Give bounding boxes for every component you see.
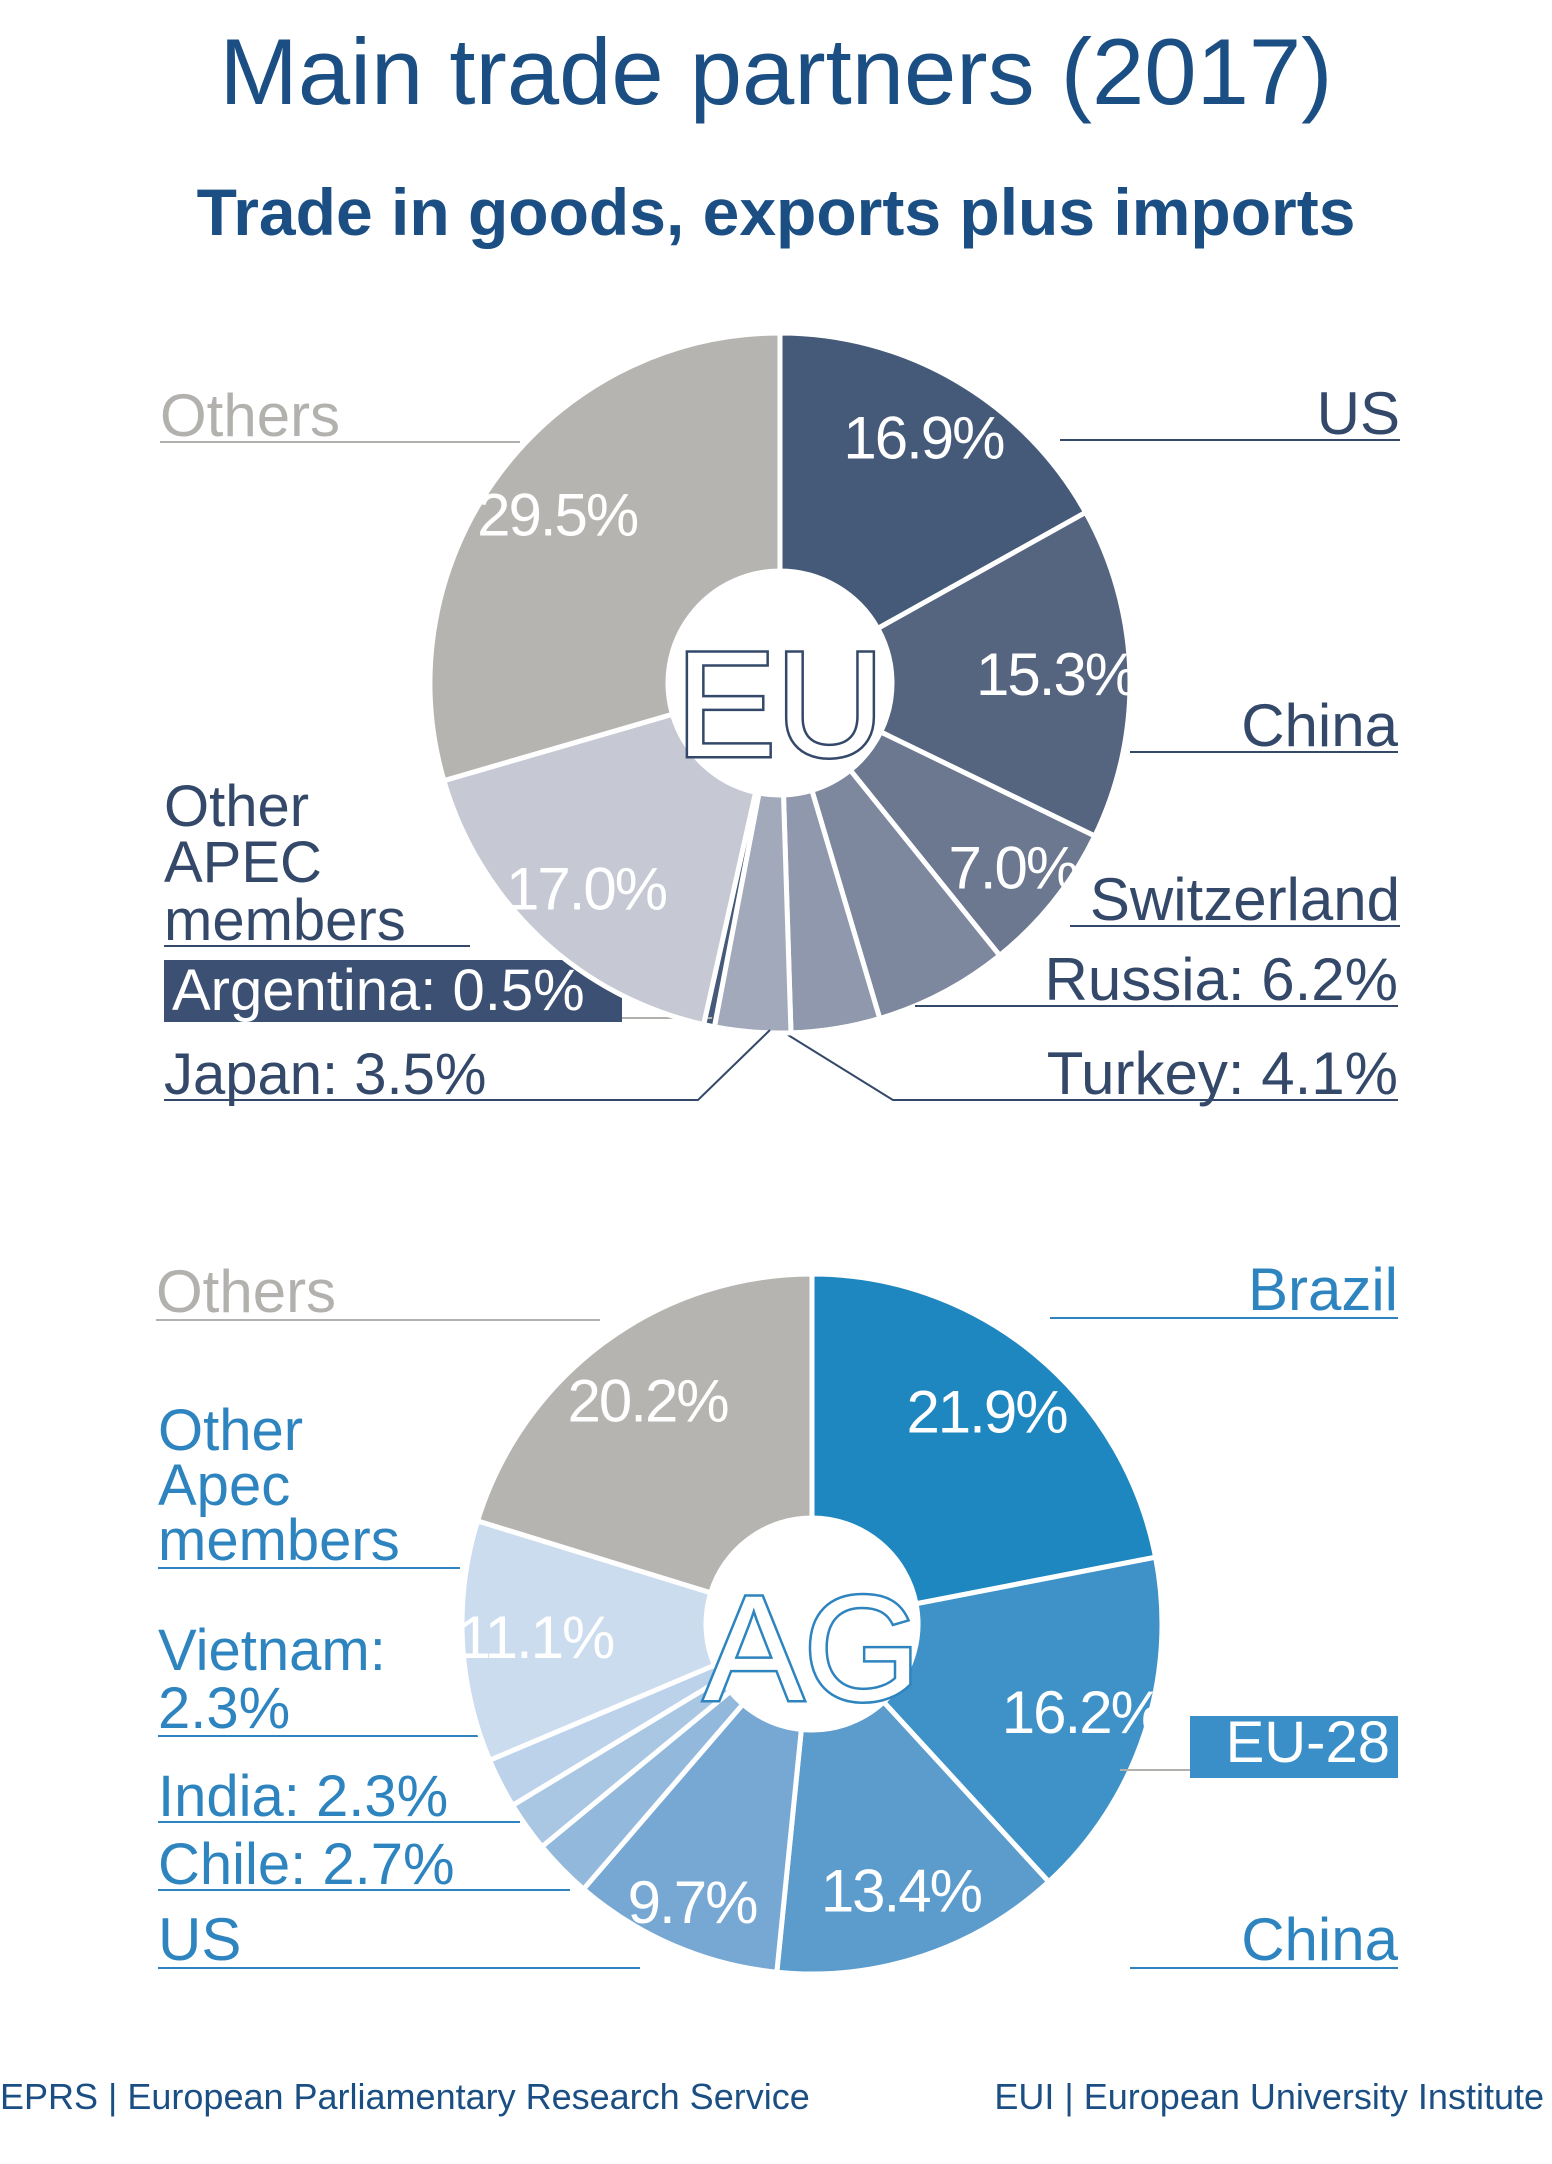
eu-category-label-argentina-0-5: Argentina: 0.5% bbox=[172, 958, 585, 1023]
ag-category-label-eu-28: EU-28 bbox=[1226, 1710, 1390, 1775]
eu-value-label-others: 29.5% bbox=[477, 482, 638, 549]
eu-category-label-other-apec-members: Other bbox=[164, 774, 309, 839]
eu-value-label-switzerland: 7.0% bbox=[948, 834, 1077, 901]
eu-label-highlight-argentina-0-5 bbox=[164, 960, 622, 1022]
ag-center-label: AG bbox=[704, 1564, 921, 1732]
eu-slice-china bbox=[874, 509, 1133, 840]
ag-slice-us bbox=[579, 1700, 805, 1975]
eu-leader-line-turkey-4-1 bbox=[779, 1029, 1398, 1101]
ag-category-label-china: China bbox=[1241, 1906, 1398, 1973]
eu-slice-others bbox=[427, 330, 783, 784]
ag-label-highlight-eu-28 bbox=[1190, 1716, 1398, 1778]
ag-slice-other-apec-members bbox=[459, 1517, 718, 1764]
eu-category-label-turkey-4-1: Turkey: 4.1% bbox=[1047, 1040, 1398, 1107]
eu-category-label-other-apec-members: members bbox=[164, 888, 406, 953]
eu-leader-line-japan-3-5 bbox=[164, 1029, 771, 1101]
ag-category-label-brazil: Brazil bbox=[1248, 1256, 1398, 1323]
ag-category-label-other-apec-members: Other bbox=[158, 1398, 303, 1463]
eu-center-label: EU bbox=[676, 620, 884, 788]
ag-slice-china bbox=[774, 1698, 1053, 1977]
ag-slice-others bbox=[474, 1271, 815, 1596]
footer-source-eui: EUI | European University Institute bbox=[994, 2076, 1544, 2117]
ag-value-label-brazil: 21.9% bbox=[906, 1378, 1067, 1445]
ag-value-label-other-apec-members: 11.1% bbox=[458, 1604, 614, 1671]
ag-value-label-others: 20.2% bbox=[568, 1367, 729, 1434]
ag-value-label-eu-28: 16.2% bbox=[1002, 1679, 1163, 1746]
eu-category-label-others: Others bbox=[160, 382, 340, 449]
footer-source-eprs: EPRS | European Parliamentary Research S… bbox=[0, 2076, 810, 2117]
eu-category-label-japan-3-5: Japan: 3.5% bbox=[164, 1042, 486, 1107]
eu-category-label-russia-6-2: Russia: 6.2% bbox=[1045, 946, 1399, 1013]
ag-category-label-india-2-3: India: 2.3% bbox=[158, 1764, 448, 1829]
ag-category-label-others: Others bbox=[156, 1258, 336, 1325]
ag-slice-brazil bbox=[809, 1271, 1159, 1607]
ag-slice-eu-28 bbox=[880, 1554, 1165, 1886]
eu-slice-other-apec-members bbox=[440, 711, 759, 1028]
ag-category-label-us: US bbox=[158, 1906, 241, 1973]
eu-value-label-us: 16.9% bbox=[843, 405, 1004, 472]
eu-category-label-other-apec-members: APEC bbox=[164, 830, 322, 895]
eu-category-label-switzerland: Switzerland bbox=[1090, 866, 1400, 933]
ag-category-label-other-apec-members: Apec bbox=[158, 1453, 290, 1518]
ag-category-label-vietnam-2-3: Vietnam: bbox=[158, 1618, 386, 1683]
ag-category-label-other-apec-members: members bbox=[158, 1508, 400, 1573]
eu-category-label-us: US bbox=[1317, 380, 1400, 447]
eu-value-label-other-apec-members: 17.0% bbox=[506, 856, 667, 923]
ag-category-label-vietnam-2-3: 2.3% bbox=[158, 1676, 290, 1741]
eu-value-label-china: 15.3% bbox=[976, 641, 1137, 708]
eu-category-label-china: China bbox=[1241, 692, 1398, 759]
ag-value-label-us: 9.7% bbox=[628, 1869, 757, 1936]
page-title: Main trade partners (2017) bbox=[219, 19, 1333, 124]
ag-value-label-china: 13.4% bbox=[821, 1857, 982, 1924]
ag-category-label-chile-2-7: Chile: 2.7% bbox=[158, 1832, 455, 1897]
page-subtitle: Trade in goods, exports plus imports bbox=[196, 175, 1356, 249]
